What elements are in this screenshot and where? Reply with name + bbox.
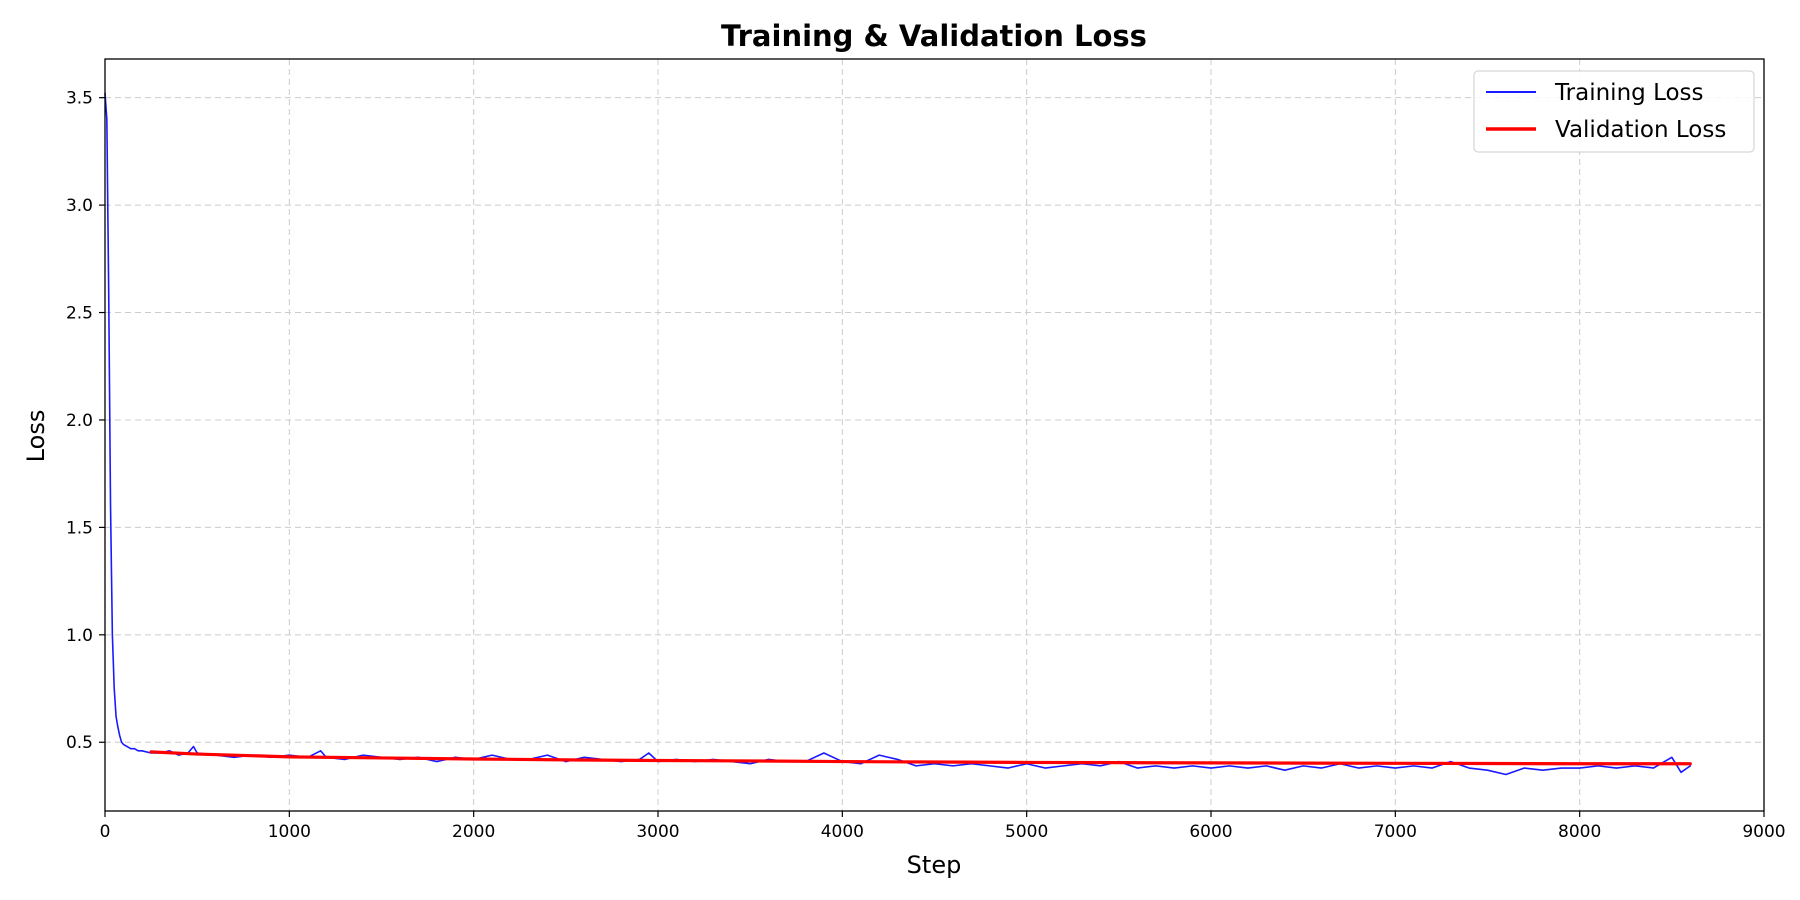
- y-tick-label: 3.0: [66, 196, 93, 216]
- y-tick-label: 2.5: [66, 304, 93, 324]
- training-loss-line: [104, 92, 1692, 776]
- y-tick-label: 1.0: [66, 626, 93, 646]
- legend: Training Loss Validation Loss: [1473, 70, 1755, 153]
- plot-frame: [104, 58, 1765, 812]
- y-tick-label: 1.5: [66, 518, 93, 538]
- x-tick-label: 4000: [821, 822, 864, 842]
- x-tick-label: 5000: [1005, 822, 1048, 842]
- y-tick-label: 2.0: [66, 411, 93, 431]
- legend-label-training: Training Loss: [1554, 80, 1704, 106]
- legend-label-validation: Validation Loss: [1555, 117, 1726, 143]
- grid-lines: [104, 59, 1765, 811]
- x-tick-label: 6000: [1189, 822, 1232, 842]
- series-layer: [104, 92, 1692, 776]
- x-tick-label: 2000: [452, 822, 495, 842]
- y-tick-label: 0.5: [66, 733, 93, 753]
- x-tick-label: 3000: [636, 822, 679, 842]
- validation-loss-line: [149, 750, 1692, 766]
- x-tick-label: 0: [100, 822, 111, 842]
- legend-box: [1473, 70, 1755, 153]
- x-axis-label: Step: [907, 851, 962, 879]
- x-tick-label: 7000: [1374, 822, 1417, 842]
- y-tick-label: 3.5: [66, 89, 93, 109]
- x-tick-label: 9000: [1742, 822, 1785, 842]
- x-tick-label: 8000: [1558, 822, 1601, 842]
- y-axis-label: Loss: [22, 410, 50, 463]
- axis-ticks: 0 1000 2000 3000 4000 5000 6000 7000 8000 9000 0.5…: [66, 89, 1786, 842]
- chart-title: Training & Validation Loss: [721, 19, 1147, 53]
- x-tick-label: 1000: [268, 822, 311, 842]
